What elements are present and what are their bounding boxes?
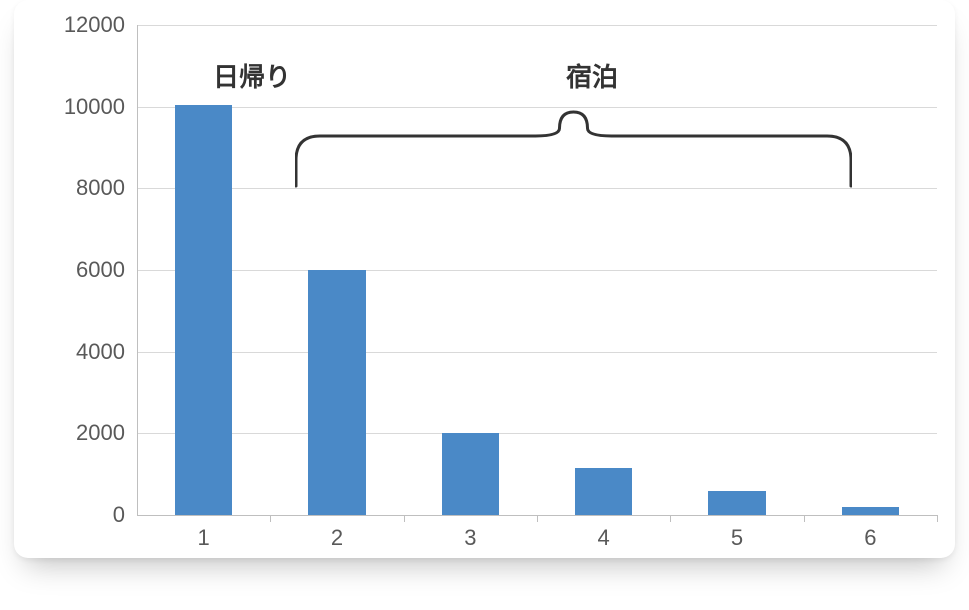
plot-area: 020004000600080001000012000123456日帰り宿泊: [137, 25, 937, 515]
bar: [442, 433, 499, 515]
bar: [575, 468, 632, 515]
bar: [708, 491, 765, 516]
gridline: [137, 270, 937, 271]
y-axis-line: [137, 25, 138, 515]
bar: [308, 270, 365, 515]
x-tick-mark: [804, 515, 805, 522]
label-daytrip: 日帰り: [213, 57, 291, 94]
y-tick-label: 10000: [64, 94, 125, 120]
y-tick-label: 6000: [76, 257, 125, 283]
y-tick-label: 8000: [76, 175, 125, 201]
label-stay: 宿泊: [566, 57, 618, 94]
x-tick-label: 5: [731, 525, 743, 551]
bar: [842, 507, 899, 515]
x-tick-label: 2: [331, 525, 343, 551]
gridline: [137, 25, 937, 26]
chart-card: 0 2000 4000 6000 8000 10000 12000 1 2 3 4 5 6 日帰り 宿泊: [14, 0, 955, 558]
gridline: [137, 188, 937, 189]
y-tick-label: 0: [113, 502, 125, 528]
gridline: [137, 352, 937, 353]
y-tick-label: 12000: [64, 12, 125, 38]
x-tick-mark: [270, 515, 271, 522]
bar: [175, 105, 232, 515]
x-tick-label: 3: [464, 525, 476, 551]
x-tick-label: 4: [598, 525, 610, 551]
x-tick-label: 1: [198, 525, 210, 551]
y-tick-label: 4000: [76, 339, 125, 365]
x-tick-mark: [404, 515, 405, 522]
x-tick-mark: [937, 515, 938, 522]
gridline: [137, 433, 937, 434]
gridline: [137, 107, 937, 108]
brace-icon: [295, 110, 852, 188]
y-tick-label: 2000: [76, 420, 125, 446]
x-tick-mark: [537, 515, 538, 522]
x-tick-mark: [670, 515, 671, 522]
x-tick-label: 6: [864, 525, 876, 551]
